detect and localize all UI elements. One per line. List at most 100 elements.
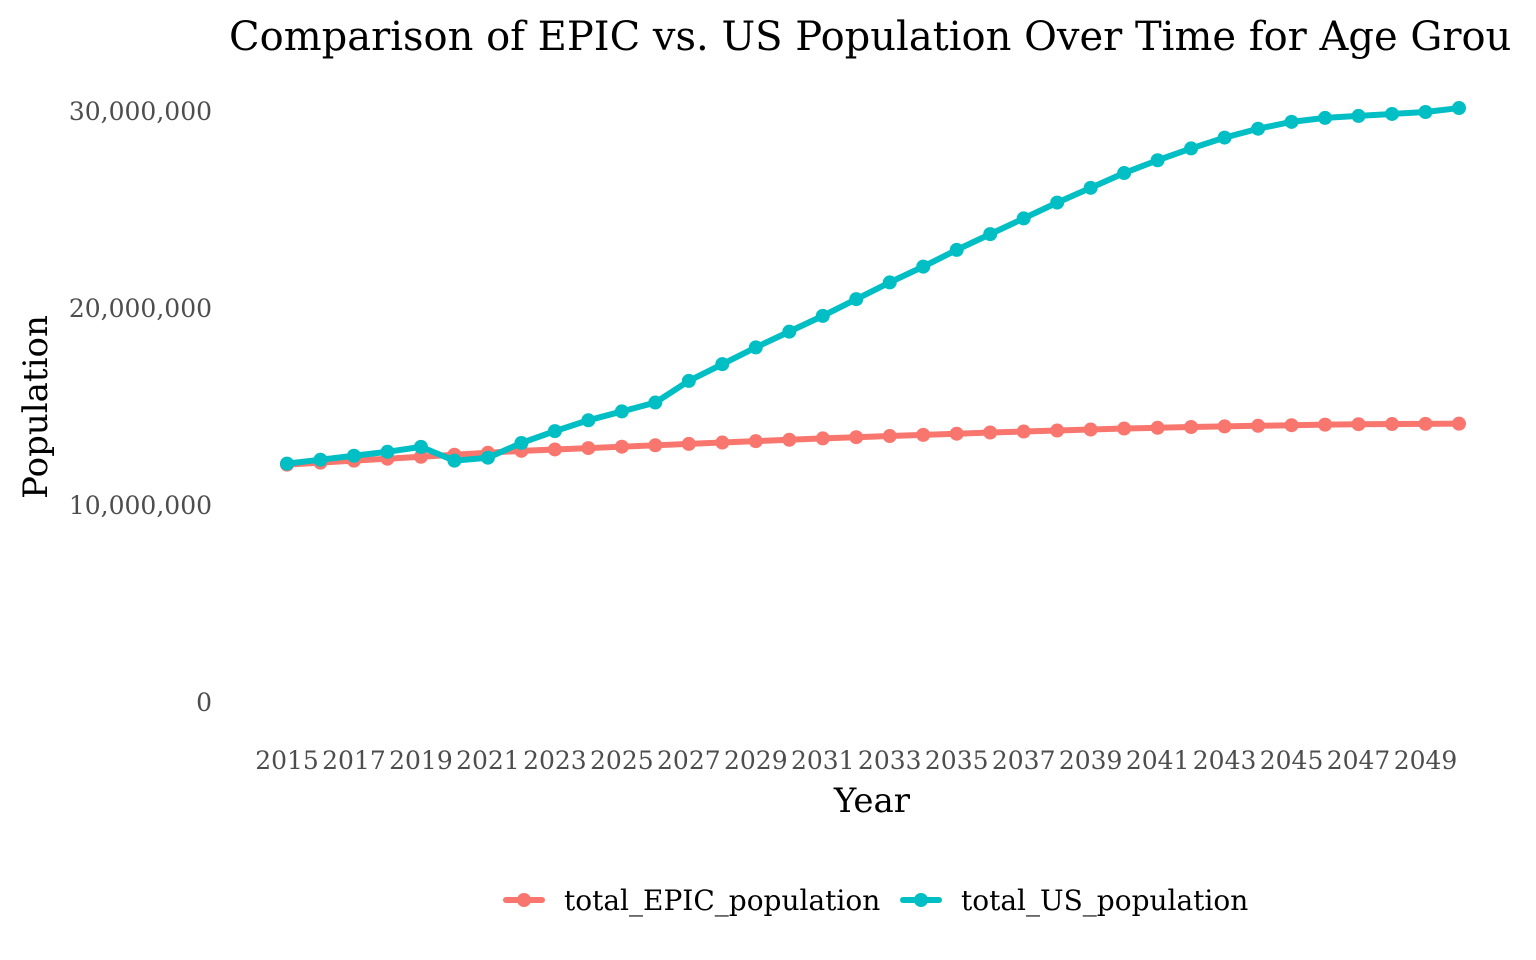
- y-axis-title: Population: [16, 315, 56, 499]
- data-point: [782, 432, 797, 447]
- data-point: [547, 424, 562, 439]
- data-point: [514, 435, 529, 450]
- data-point: [949, 426, 964, 441]
- data-point: [1385, 417, 1400, 432]
- x-tick-label: 2021: [456, 746, 520, 775]
- x-tick-label: 2029: [724, 746, 788, 775]
- data-point: [1184, 419, 1199, 434]
- data-point: [1083, 422, 1098, 437]
- legend-key-point: [914, 893, 928, 907]
- data-point: [949, 242, 964, 257]
- legend-item: total_EPIC_population: [503, 884, 880, 917]
- x-tick-label: 2037: [992, 746, 1056, 775]
- x-tick-label: 2039: [1059, 746, 1123, 775]
- data-point: [1418, 104, 1433, 119]
- x-tick-label: 2043: [1193, 746, 1257, 775]
- x-tick-label: 2019: [389, 746, 453, 775]
- x-tick-label: 2025: [590, 746, 654, 775]
- data-point: [648, 438, 663, 453]
- data-point: [313, 452, 328, 467]
- series-layer: [280, 101, 1466, 472]
- data-point: [715, 357, 730, 372]
- data-point: [849, 430, 864, 445]
- data-point: [581, 441, 596, 456]
- data-point: [916, 427, 931, 442]
- data-point: [1351, 108, 1366, 123]
- data-point: [1452, 416, 1466, 431]
- legend-key-point: [517, 893, 531, 907]
- data-point: [1083, 180, 1098, 195]
- x-tick-label: 2023: [523, 746, 587, 775]
- x-tick-label: 2031: [791, 746, 855, 775]
- data-point: [1452, 101, 1466, 116]
- data-point: [614, 439, 629, 454]
- data-point: [1351, 417, 1366, 432]
- x-tick-label: 2035: [925, 746, 989, 775]
- data-point: [1016, 424, 1031, 439]
- data-point: [547, 442, 562, 457]
- data-point: [1385, 106, 1400, 121]
- x-axis-ticks: 2015 2017 2019 2021 2023 2025 2027 2029 2031 2033…: [255, 746, 1457, 775]
- data-point: [1284, 418, 1299, 433]
- y-tick-label: 20,000,000: [69, 294, 212, 323]
- data-point: [815, 431, 830, 446]
- y-tick-label: 0: [196, 688, 212, 717]
- data-point: [782, 324, 797, 339]
- legend-item: total_US_population: [900, 884, 1248, 917]
- x-tick-label: 2045: [1260, 746, 1324, 775]
- data-point: [480, 450, 495, 465]
- data-point: [1050, 195, 1065, 210]
- data-point: [1117, 421, 1132, 436]
- data-point: [413, 439, 428, 454]
- data-point: [1251, 121, 1266, 136]
- data-point: [983, 425, 998, 440]
- data-point: [983, 227, 998, 242]
- series-group: [280, 101, 1466, 471]
- data-point: [1117, 166, 1132, 181]
- x-tick-label: 2015: [255, 746, 319, 775]
- data-point: [1284, 114, 1299, 129]
- data-point: [715, 435, 730, 450]
- y-tick-label: 10,000,000: [69, 491, 212, 520]
- data-point: [1217, 419, 1232, 434]
- data-point: [748, 434, 763, 449]
- legend: total_EPIC_population total_US_population: [503, 884, 1248, 917]
- data-point: [849, 292, 864, 307]
- x-tick-label: 2047: [1327, 746, 1391, 775]
- data-point: [380, 444, 395, 459]
- data-point: [648, 395, 663, 410]
- data-point: [581, 413, 596, 428]
- data-point: [916, 259, 931, 274]
- data-point: [1251, 418, 1266, 433]
- data-point: [413, 449, 428, 464]
- data-point: [882, 429, 897, 444]
- y-tick-label: 30,000,000: [69, 97, 212, 126]
- data-point: [1318, 417, 1333, 432]
- data-point: [1184, 141, 1199, 156]
- x-tick-label: 2041: [1126, 746, 1190, 775]
- x-tick-label: 2027: [657, 746, 721, 775]
- data-point: [681, 373, 696, 388]
- data-point: [1016, 211, 1031, 226]
- data-point: [681, 436, 696, 451]
- data-point: [1150, 153, 1165, 168]
- data-point: [1150, 420, 1165, 435]
- legend-label: total_EPIC_population: [564, 884, 880, 917]
- x-axis-title: Year: [833, 781, 911, 821]
- legend-label: total_US_population: [961, 884, 1248, 917]
- x-tick-label: 2033: [858, 746, 922, 775]
- x-tick-label: 2049: [1394, 746, 1458, 775]
- data-point: [815, 308, 830, 323]
- data-point: [1418, 416, 1433, 431]
- data-point: [1217, 130, 1232, 145]
- data-point: [346, 448, 361, 463]
- data-point: [882, 275, 897, 290]
- series-line: [284, 105, 1462, 467]
- data-point: [614, 404, 629, 419]
- y-axis-ticks: 0 10,000,000 20,000,000 30,000,000: [69, 97, 212, 717]
- data-point: [748, 340, 763, 355]
- chart-title: Comparison of EPIC vs. US Population Ove…: [229, 14, 1511, 60]
- data-point: [1050, 423, 1065, 438]
